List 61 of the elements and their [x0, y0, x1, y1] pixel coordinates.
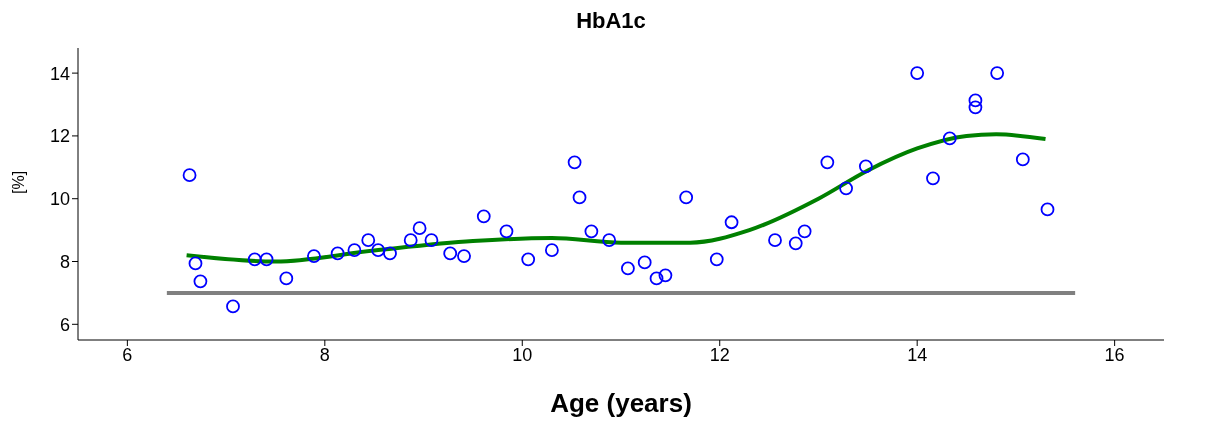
point: [658, 268, 673, 283]
y-tick-label: 6: [59, 314, 70, 335]
point: [820, 155, 835, 170]
chart-title: HbA1c: [575, 8, 647, 35]
point: [968, 93, 983, 108]
point: [1015, 152, 1030, 167]
point: [572, 190, 587, 205]
point: [476, 209, 491, 224]
point: [990, 66, 1005, 81]
point: [602, 233, 617, 248]
point: [926, 171, 940, 186]
x-tick-label: 6: [122, 344, 133, 365]
point: [226, 299, 240, 314]
x-tick-label: 8: [319, 344, 330, 365]
point: [457, 249, 471, 264]
x-tick-label: 14: [907, 344, 928, 365]
point: [521, 252, 536, 267]
point: [307, 249, 321, 264]
point: [383, 246, 397, 261]
point: [724, 215, 739, 230]
point: [182, 168, 197, 183]
point: [839, 181, 853, 196]
x-tick-label: 12: [709, 344, 730, 365]
point: [424, 233, 439, 248]
point: [193, 274, 208, 289]
point: [621, 261, 635, 276]
point: [371, 243, 386, 258]
point: [858, 159, 873, 174]
y-tick-label: 8: [59, 251, 70, 272]
point: [679, 190, 694, 205]
point: [443, 246, 458, 261]
point: [403, 233, 418, 248]
y-tick-label: 12: [49, 126, 70, 147]
x-axis-title: Age (years): [550, 388, 692, 418]
point: [968, 100, 983, 115]
point: [259, 252, 274, 267]
point: [567, 155, 582, 170]
point: [797, 224, 812, 239]
point: [188, 256, 203, 271]
point: [649, 271, 664, 286]
point: [910, 66, 925, 81]
y-tick-label: 14: [49, 63, 70, 84]
point: [1040, 202, 1055, 217]
y-tick-label: 10: [49, 189, 70, 210]
point: [942, 131, 957, 146]
point: [544, 243, 559, 258]
point: [412, 221, 427, 236]
point: [361, 233, 376, 248]
point: [768, 233, 782, 248]
point: [330, 246, 345, 261]
point: [709, 252, 724, 267]
point: [584, 224, 599, 239]
point: [279, 271, 294, 286]
point: [637, 255, 652, 270]
point: [499, 224, 514, 239]
point: [347, 243, 362, 258]
y-axis-title: [%]: [9, 170, 27, 194]
x-tick-label: 10: [512, 344, 533, 365]
point: [788, 236, 803, 251]
point: [247, 252, 262, 267]
x-tick-label: 16: [1104, 344, 1125, 365]
